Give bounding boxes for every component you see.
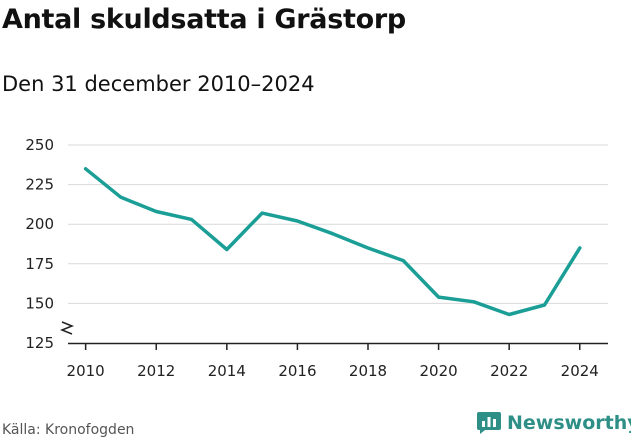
- data-point-2019: [401, 259, 405, 263]
- data-point-2010: [84, 167, 88, 171]
- newsworthy-logo-icon: [477, 412, 501, 434]
- y-tick-label-225: 225: [25, 176, 54, 194]
- x-tick-label-2014: 2014: [208, 362, 246, 380]
- data-point-2015: [260, 211, 264, 215]
- data-point-2013: [190, 217, 194, 221]
- data-point-2014: [225, 248, 229, 252]
- y-tick-label-175: 175: [25, 255, 54, 273]
- x-tick-label-2016: 2016: [278, 362, 316, 380]
- data-point-2020: [437, 295, 441, 299]
- source-note: Källa: Kronofogden: [2, 422, 135, 438]
- brand-name: Newsworthy: [507, 412, 631, 434]
- data-point-2017: [331, 232, 335, 236]
- y-tick-label-150: 150: [25, 294, 54, 312]
- series: [83, 167, 582, 317]
- x-tick-label-2024: 2024: [561, 362, 599, 380]
- y-tick-label-125: 125: [25, 334, 54, 352]
- x-tick-label-2012: 2012: [137, 362, 175, 380]
- x-tick-label-2010: 2010: [67, 362, 105, 380]
- x-tick-label-2020: 2020: [419, 362, 457, 380]
- axis-break-icon: [59, 321, 75, 335]
- newsworthy-logo: Newsworthy: [476, 410, 631, 436]
- gridlines: [68, 144, 608, 304]
- data-point-2023: [542, 303, 546, 307]
- data-point-2012: [154, 210, 158, 214]
- data-point-2018: [366, 246, 370, 250]
- series-line-0: [83, 167, 582, 317]
- y-tick-label-250: 250: [25, 136, 54, 154]
- data-point-2016: [295, 219, 299, 223]
- data-point-2024: [578, 246, 582, 250]
- data-point-2011: [119, 195, 123, 199]
- x-tick-label-2022: 2022: [490, 362, 528, 380]
- chart-subtitle: Den 31 december 2010–2024: [2, 72, 315, 96]
- x-axis: 2010 2012 2014 2016 2018 2020 2022 2024: [67, 342, 608, 380]
- y-axis: 125 150 175 200 225 250: [25, 136, 75, 352]
- data-point-2022: [507, 312, 511, 316]
- chart-title: Antal skuldsatta i Grästorp: [2, 4, 406, 35]
- y-tick-label-200: 200: [25, 215, 54, 233]
- x-tick-label-2018: 2018: [349, 362, 387, 380]
- data-point-2021: [472, 300, 476, 304]
